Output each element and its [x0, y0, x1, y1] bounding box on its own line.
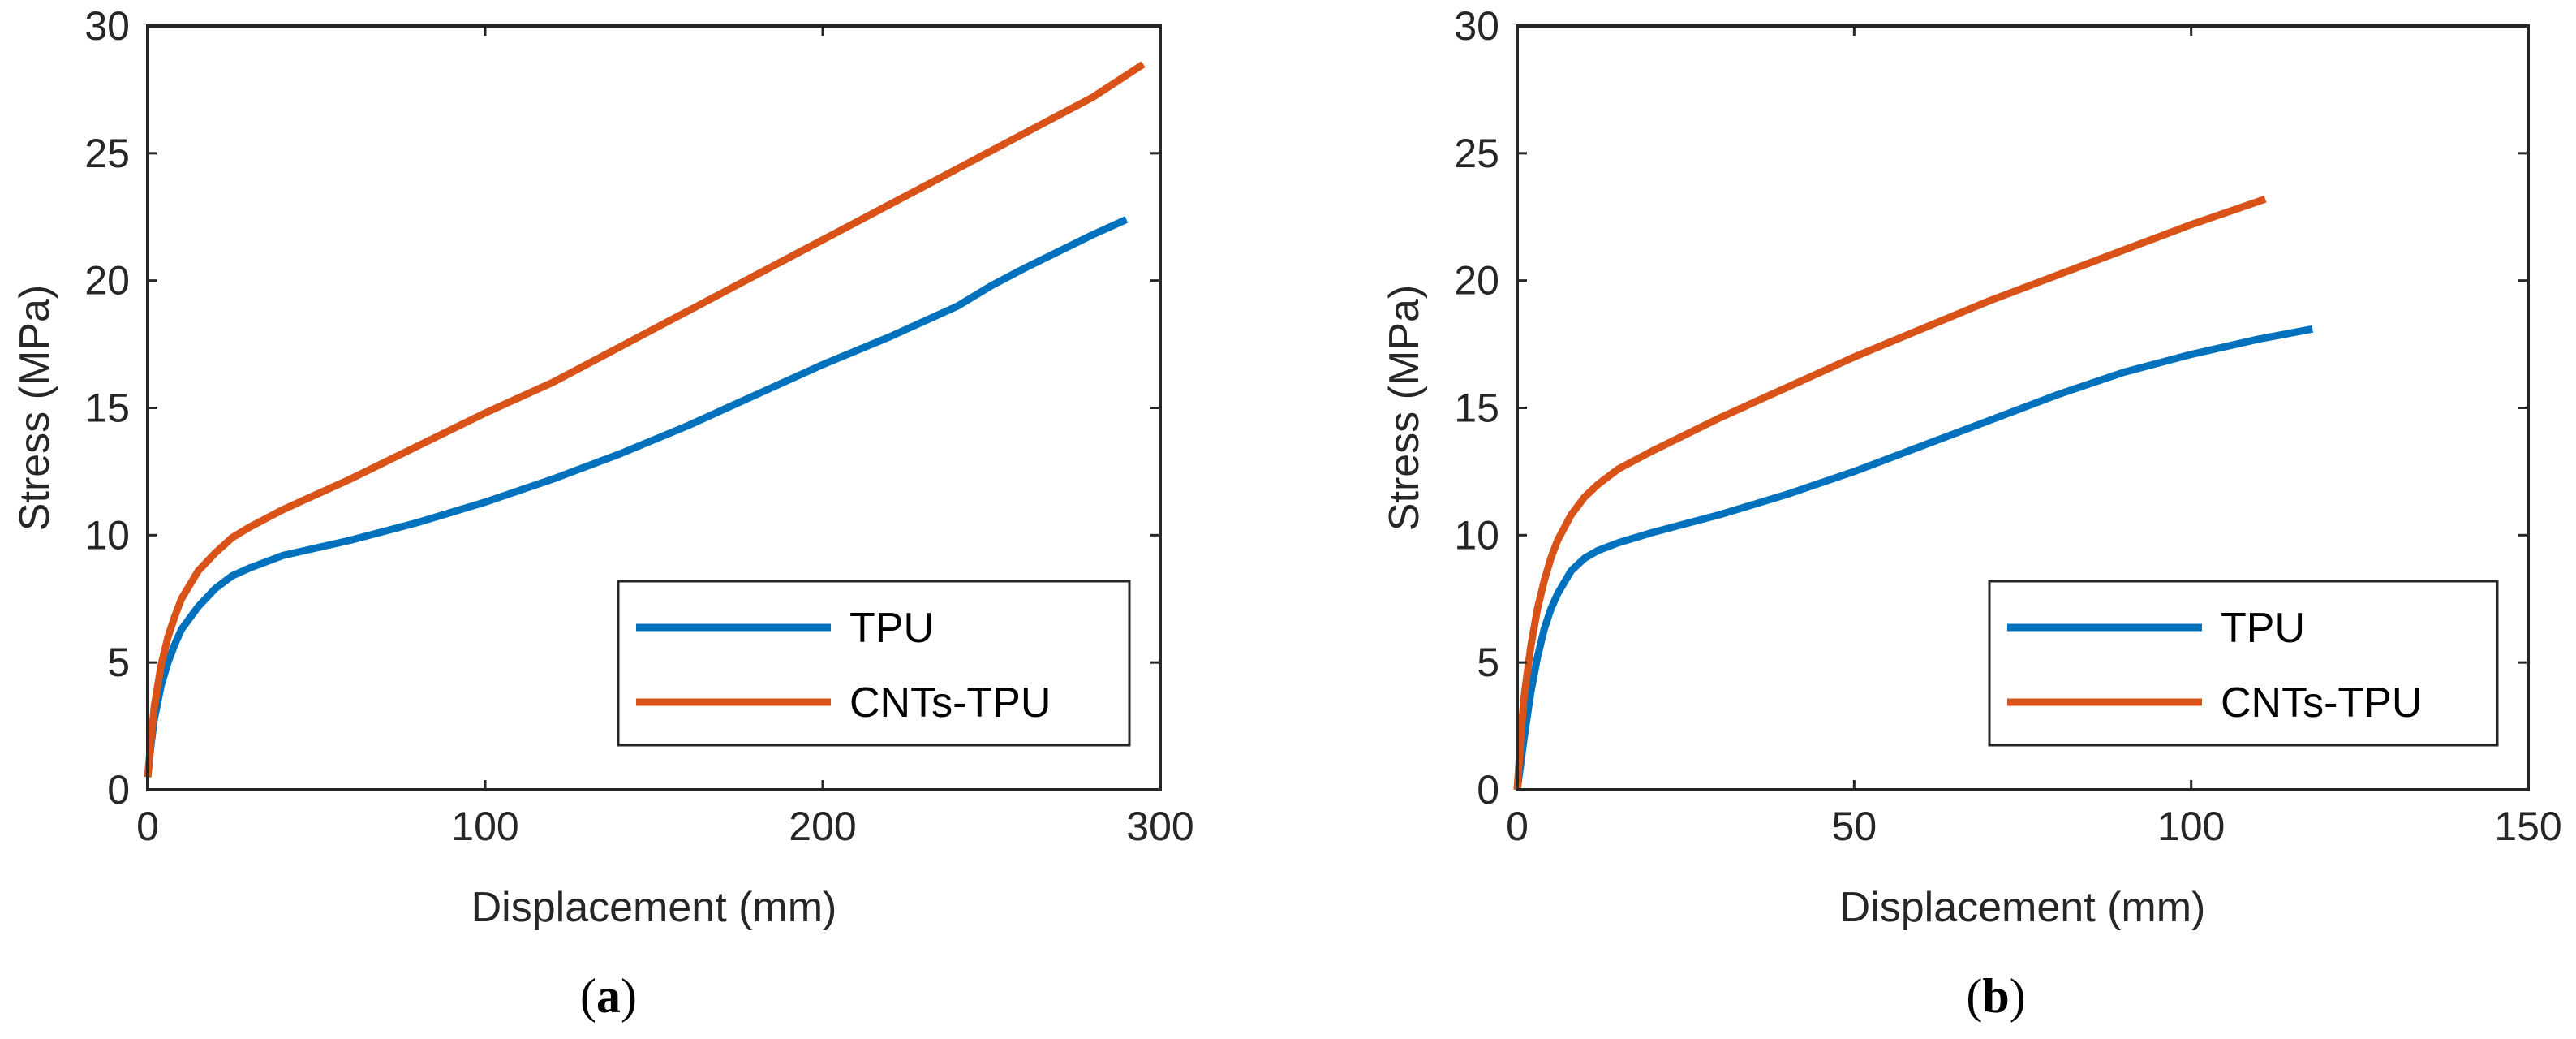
- caption-open: (: [1966, 969, 1982, 1023]
- legend-label: TPU: [849, 605, 934, 652]
- legend: TPU CNTs-TPU: [1988, 580, 2499, 747]
- subfigure-caption: (b): [1966, 969, 2025, 1023]
- caption-open: (: [580, 969, 596, 1023]
- x-tick-label: 300: [1126, 804, 1193, 849]
- y-tick-label: 20: [84, 258, 130, 304]
- series-line-cnts-tpu: [144, 61, 1146, 778]
- series-line-tpu: [144, 216, 1129, 778]
- x-tick-label: 200: [789, 804, 856, 849]
- y-tick-label: 0: [107, 767, 130, 813]
- legend-label: TPU: [2221, 605, 2305, 652]
- y-tick-label: 25: [1454, 131, 1499, 176]
- y-tick-label: 15: [1454, 386, 1499, 431]
- x-tick-label: 0: [136, 804, 159, 849]
- caption-close: ): [2010, 969, 2026, 1023]
- chart-b: 0 50 100 150 0 5 10 15 20 25 30 Displacement (mm) St…: [1381, 3, 2562, 1023]
- y-axis-label: Stress (MPa): [11, 285, 58, 531]
- y-tick-label: 15: [84, 386, 130, 431]
- y-tick-label: 20: [1454, 258, 1499, 304]
- x-tick-label: 50: [1832, 804, 1877, 849]
- caption-letter: a: [596, 969, 621, 1023]
- x-tick-label: 100: [451, 804, 518, 849]
- legend-box: [1988, 580, 2499, 747]
- legend-box: [617, 580, 1131, 747]
- x-axis-label: Displacement (mm): [471, 884, 837, 931]
- y-tick-label: 30: [1454, 3, 1499, 49]
- y-tick-label: 10: [1454, 512, 1499, 558]
- y-axis-label: Stress (MPa): [1381, 285, 1428, 531]
- series-line-cnts-tpu: [1513, 196, 2267, 791]
- y-tick-label: 5: [107, 640, 130, 685]
- chart-a: 0 100 200 300 0 5 10 15 20 25 30 Displacement (mm) S…: [11, 3, 1194, 1023]
- y-tick-label: 25: [84, 131, 130, 176]
- legend-label: CNTs-TPU: [849, 679, 1051, 726]
- y-tick-label: 0: [1477, 767, 1499, 813]
- caption-letter: b: [1982, 969, 2009, 1023]
- y-tick-label: 10: [84, 512, 130, 558]
- x-tick-label: 100: [2157, 804, 2225, 849]
- series-line-tpu: [1513, 325, 2314, 791]
- x-tick-label: 0: [1506, 804, 1529, 849]
- legend-label: CNTs-TPU: [2221, 679, 2422, 726]
- legend: TPU CNTs-TPU: [617, 580, 1131, 747]
- caption-close: ): [621, 969, 637, 1023]
- y-tick-label: 30: [84, 3, 130, 49]
- subfigure-caption: (a): [580, 969, 637, 1023]
- x-axis-label: Displacement (mm): [1840, 884, 2206, 931]
- x-tick-label: 150: [2494, 804, 2561, 849]
- y-tick-label: 5: [1477, 640, 1499, 685]
